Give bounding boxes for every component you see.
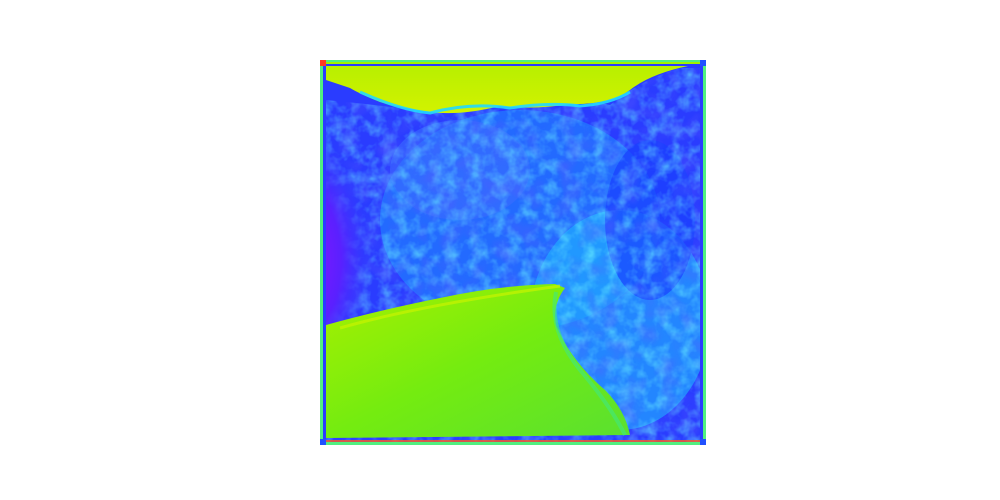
sky-region [326, 66, 688, 114]
false-color-heatmap [320, 60, 706, 445]
frame-border [320, 60, 706, 445]
